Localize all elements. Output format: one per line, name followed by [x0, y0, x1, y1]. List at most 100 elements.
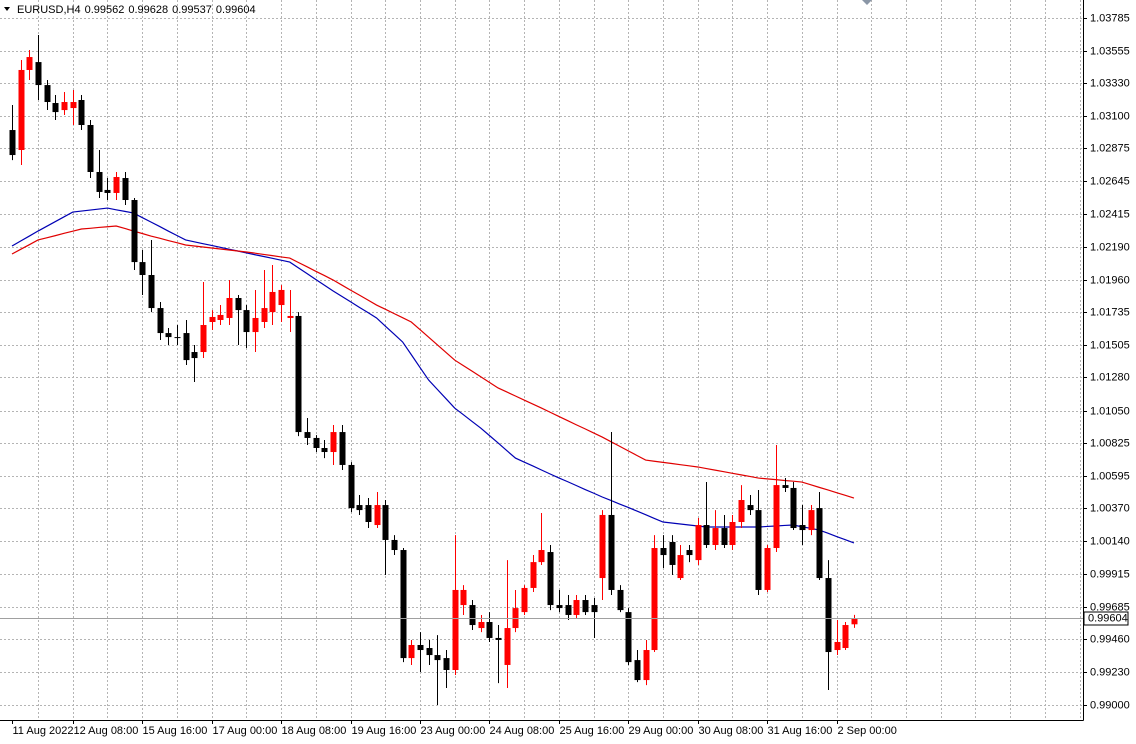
y-tick-label: 1.03100 [1090, 110, 1130, 122]
candle-body [148, 275, 155, 309]
header-open: 0.99562 [85, 4, 125, 16]
candle-body [18, 69, 25, 151]
candle-body [808, 510, 815, 531]
y-tick-label: 1.03555 [1090, 45, 1130, 57]
candle-body [538, 550, 545, 563]
candle-body [721, 528, 728, 545]
candle-body [304, 432, 311, 438]
candle-body [842, 625, 849, 649]
candle-body [200, 325, 207, 353]
candle-body [460, 589, 467, 606]
candle-body [599, 514, 606, 579]
x-tick-label: 19 Aug 16:00 [352, 725, 417, 737]
x-tick-label: 18 Aug 08:00 [282, 725, 347, 737]
candle-body [504, 628, 511, 665]
y-tick-label: 1.03785 [1090, 12, 1130, 24]
x-tick-label: 17 Aug 00:00 [213, 725, 278, 737]
candle-body [712, 528, 719, 545]
candle-body [634, 660, 641, 681]
candle-body [226, 298, 233, 318]
candle-body [382, 505, 389, 540]
candle-body [417, 644, 424, 651]
candle-body [269, 291, 276, 313]
candle-body [643, 650, 650, 681]
candle-body [96, 171, 103, 192]
candle-body [139, 262, 146, 276]
candle-body [26, 57, 33, 70]
candle-body [278, 289, 285, 306]
candle-body [356, 505, 363, 511]
candle-body [617, 589, 624, 611]
candle-body [330, 432, 337, 453]
x-tick-label: 23 Aug 00:00 [421, 725, 486, 737]
x-tick-label: 25 Aug 16:00 [560, 725, 625, 737]
y-tick-label: 1.02645 [1090, 175, 1130, 187]
candle-body [374, 505, 381, 526]
price-label: 0.99604 [1088, 612, 1128, 624]
candle-body [9, 130, 16, 156]
candle-body [243, 310, 250, 333]
header-low: 0.99537 [172, 4, 212, 16]
y-tick-label: 1.00370 [1090, 502, 1130, 514]
candles [9, 35, 858, 706]
candle-body [157, 308, 164, 334]
y-tick-label: 0.99230 [1090, 666, 1130, 678]
candle-body [295, 315, 302, 433]
candle-body [573, 600, 580, 615]
y-tick-label: 1.01050 [1090, 405, 1130, 417]
candle-body [87, 125, 94, 172]
candle-body [738, 500, 745, 523]
candle-body [565, 605, 572, 615]
candle-body [651, 548, 658, 651]
y-tick-label: 1.00825 [1090, 437, 1130, 449]
y-tick-label: 1.00595 [1090, 470, 1130, 482]
y-tick-label: 1.01505 [1090, 339, 1130, 351]
candle-body [339, 432, 346, 465]
y-tick-label: 1.00140 [1090, 535, 1130, 547]
candle-body [348, 464, 355, 509]
candle-body [677, 555, 684, 579]
y-tick-label: 0.99915 [1090, 568, 1130, 580]
candle-body [625, 612, 632, 663]
axes: 1.03785 1.03555 1.03330 1.03100 1.02875 1.026… [0, 12, 1130, 737]
shift-marker [862, 0, 872, 5]
candle-body [790, 487, 797, 529]
candle-body [747, 505, 754, 511]
y-tick-label: 1.02415 [1090, 208, 1130, 220]
header-close: 0.99604 [216, 4, 256, 16]
header-high: 0.99628 [128, 4, 168, 16]
candle-body [391, 539, 398, 551]
y-tick-label: 1.02875 [1090, 142, 1130, 154]
y-tick-label: 1.01960 [1090, 274, 1130, 286]
candle-body [52, 103, 59, 113]
candle-body [825, 578, 832, 653]
candle-body [122, 178, 129, 201]
candle-body [174, 337, 181, 339]
candle-body [547, 552, 554, 606]
candle-body [70, 102, 77, 109]
candle-body [434, 655, 441, 661]
chart-header: EURUSD,H4 0.99562 0.99628 0.99537 0.99604 [17, 4, 256, 16]
candle-body [469, 605, 476, 626]
candle-body [582, 600, 589, 613]
y-tick-label: 1.02190 [1090, 241, 1130, 253]
candle-body [261, 308, 268, 322]
candle-body [834, 641, 841, 651]
x-tick-label: 29 Aug 00:00 [629, 725, 694, 737]
candle-body [78, 100, 85, 126]
candle-body [608, 514, 615, 590]
chart-title: EURUSD,H4 [17, 4, 81, 16]
candle-body [521, 587, 528, 613]
candle-body [669, 541, 676, 565]
x-tick-label: 15 Aug 16:00 [143, 725, 208, 737]
y-tick-label: 0.99000 [1090, 699, 1130, 711]
candle-body [426, 648, 433, 656]
candle-body [755, 510, 762, 590]
y-tick-label: 1.01280 [1090, 371, 1130, 383]
candle-body [686, 550, 693, 556]
candle-body [486, 622, 493, 638]
moving-averages [11, 207, 855, 544]
moving-average-line [11, 225, 855, 499]
candle-body [452, 589, 459, 670]
x-tick-label: 2 Sep 00:00 [838, 725, 897, 737]
